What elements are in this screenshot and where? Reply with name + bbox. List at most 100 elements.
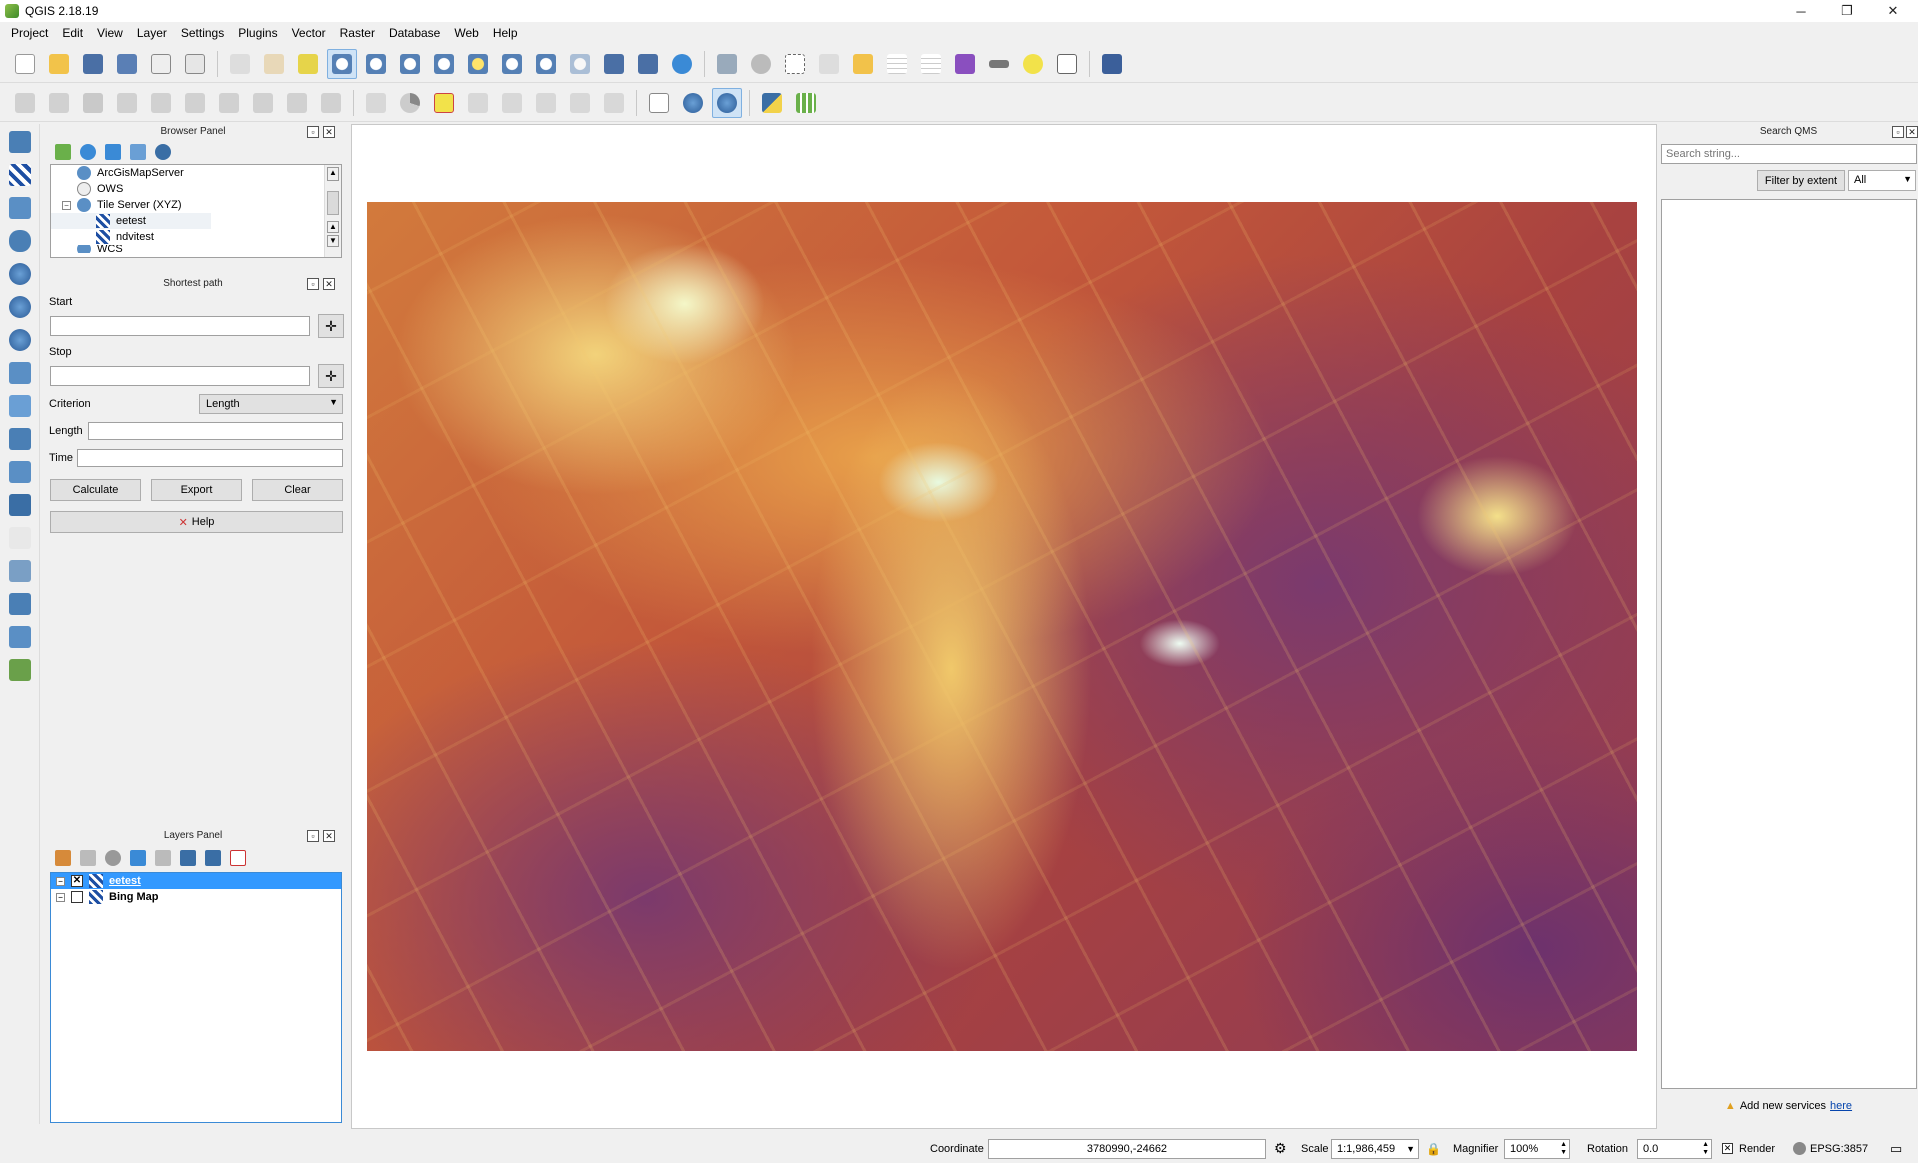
select-features-button[interactable]: [780, 49, 810, 79]
export-button[interactable]: Export: [151, 479, 242, 501]
cut-features-button[interactable]: [248, 88, 278, 118]
menu-database[interactable]: Database: [388, 26, 441, 40]
close-panel-icon[interactable]: ✕: [323, 830, 335, 842]
style-brush-icon[interactable]: [55, 850, 71, 866]
scroll-up-icon[interactable]: ▲: [327, 167, 339, 181]
calculate-button[interactable]: Calculate: [50, 479, 141, 501]
map-canvas[interactable]: [351, 124, 1657, 1129]
add-feature-button[interactable]: [112, 88, 142, 118]
copy-features-button[interactable]: [282, 88, 312, 118]
map-tips-button[interactable]: [1018, 49, 1048, 79]
add-wfs-button[interactable]: [5, 325, 35, 355]
attribute-table-button[interactable]: [882, 49, 912, 79]
refresh-button[interactable]: [667, 49, 697, 79]
qms-filter-select[interactable]: All ▼: [1848, 170, 1916, 191]
add-delimited-text-button[interactable]: [5, 358, 35, 388]
move-label-button[interactable]: [531, 88, 561, 118]
menu-project[interactable]: Project: [11, 26, 49, 40]
deselect-all-button[interactable]: [848, 49, 878, 79]
zoom-full-button[interactable]: [429, 49, 459, 79]
tree-item[interactable]: WCS: [51, 245, 341, 253]
filter-expression-icon[interactable]: [155, 850, 171, 866]
scroll-thumb[interactable]: [327, 191, 339, 215]
gps-tools-button[interactable]: [5, 589, 35, 619]
new-bookmark-button[interactable]: [599, 49, 629, 79]
menu-help[interactable]: Help: [492, 26, 518, 40]
composer-manager-button[interactable]: [180, 49, 210, 79]
elevation-raster[interactable]: [367, 202, 1637, 1051]
pan-to-selection-button[interactable]: [293, 49, 323, 79]
digitize-point-button[interactable]: [5, 523, 35, 553]
change-label-button[interactable]: [599, 88, 629, 118]
coordinate-field[interactable]: 3780990,-24662: [988, 1138, 1266, 1159]
menu-plugins[interactable]: Plugins: [238, 26, 278, 40]
scale-select[interactable]: 1:1,986,459 ▼: [1331, 1138, 1419, 1159]
layer-diagram-button[interactable]: [395, 88, 425, 118]
float-panel-icon[interactable]: ▫: [1892, 126, 1904, 138]
zoom-out-button[interactable]: [361, 49, 391, 79]
select-by-value-button[interactable]: [814, 49, 844, 79]
add-wms-tile-button[interactable]: [5, 490, 35, 520]
filter-legend-icon[interactable]: [130, 850, 146, 866]
help-button[interactable]: ✕ Help: [50, 511, 343, 533]
zoom-last-button[interactable]: [531, 49, 561, 79]
qms-results-list[interactable]: [1661, 199, 1917, 1089]
add-spatialite-button[interactable]: [5, 226, 35, 256]
show-bookmarks-button[interactable]: [633, 49, 663, 79]
filter-icon[interactable]: [105, 144, 121, 160]
magnifier-spinbox[interactable]: 100% ▲ ▼: [1504, 1138, 1570, 1159]
pan-button[interactable]: [259, 49, 289, 79]
rotation-spinbox[interactable]: 0.0 ▲ ▼: [1637, 1138, 1712, 1159]
menu-layer[interactable]: Layer: [136, 26, 167, 40]
current-edits-button[interactable]: [10, 88, 40, 118]
save-project-button[interactable]: [78, 49, 108, 79]
add-services-link[interactable]: here: [1830, 1100, 1853, 1112]
collapse-icon[interactable]: −: [62, 200, 71, 210]
statistics-button[interactable]: [950, 49, 980, 79]
tree-item[interactable]: − Tile Server (XYZ): [51, 197, 341, 213]
refresh-icon[interactable]: [80, 144, 96, 160]
add-postgis-button[interactable]: [5, 193, 35, 223]
close-button[interactable]: ✕: [1887, 3, 1899, 18]
paste-features-button[interactable]: [316, 88, 346, 118]
new-spatialite-layer-button[interactable]: [5, 457, 35, 487]
filter-by-extent-button[interactable]: Filter by extent: [1757, 170, 1845, 191]
zoom-native-button[interactable]: [395, 49, 425, 79]
csw-button[interactable]: [644, 88, 674, 118]
measure-button[interactable]: [984, 49, 1014, 79]
identify-button[interactable]: [712, 49, 742, 79]
zoom-next-button[interactable]: [565, 49, 595, 79]
qms-search-input[interactable]: [1661, 144, 1917, 164]
minimize-button[interactable]: ─: [1796, 3, 1806, 19]
label-toolbar-button[interactable]: [361, 88, 391, 118]
add-selected-icon[interactable]: [55, 144, 71, 160]
info-icon[interactable]: [155, 144, 171, 160]
menu-web[interactable]: Web: [454, 26, 479, 40]
menu-raster[interactable]: Raster: [339, 26, 375, 40]
run-action-button[interactable]: [746, 49, 776, 79]
float-panel-icon[interactable]: ▫: [307, 126, 319, 138]
field-calculator-button[interactable]: [916, 49, 946, 79]
layer-visibility-checkbox[interactable]: ✕: [71, 875, 83, 887]
close-panel-icon[interactable]: ✕: [323, 126, 335, 138]
save-edits-button[interactable]: [78, 88, 108, 118]
add-vector-layer-button[interactable]: [5, 127, 35, 157]
open-project-button[interactable]: [44, 49, 74, 79]
grid-plugin-button[interactable]: [791, 88, 821, 118]
start-capture-button[interactable]: ✛: [318, 314, 344, 338]
new-print-composer-button[interactable]: [146, 49, 176, 79]
zoom-selection-button[interactable]: [463, 49, 493, 79]
menu-settings[interactable]: Settings: [180, 26, 225, 40]
render-checkbox[interactable]: ✕: [1722, 1143, 1733, 1154]
lock-scale-icon[interactable]: 🔒: [1426, 1141, 1441, 1156]
restore-button[interactable]: ❐: [1841, 3, 1853, 18]
collapse-icon[interactable]: −: [56, 876, 65, 886]
float-panel-icon[interactable]: ▫: [307, 830, 319, 842]
node-tool-button[interactable]: [180, 88, 210, 118]
tree-item[interactable]: eetest: [51, 213, 211, 229]
whats-this-button[interactable]: [1097, 49, 1127, 79]
text-annotation-button[interactable]: [1052, 49, 1082, 79]
messages-icon[interactable]: ▭: [1890, 1140, 1903, 1156]
float-panel-icon[interactable]: ▫: [307, 278, 319, 290]
criterion-select[interactable]: Length ▼: [199, 394, 343, 414]
